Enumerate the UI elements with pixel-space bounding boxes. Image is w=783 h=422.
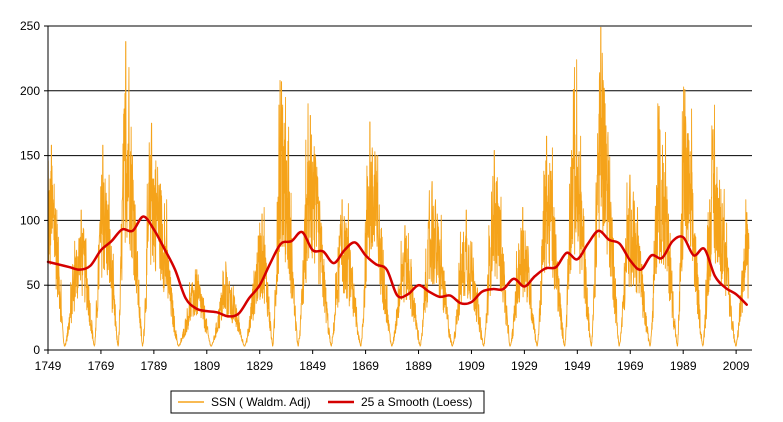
x-tick-labels: 1749 1769 1789 1809 1829 1849 1869 1889 1909 1929… [35,350,750,373]
x-tick-label: 1949 [564,359,591,373]
x-tick-label: 1929 [511,359,538,373]
y-tick-label: 250 [20,19,40,33]
x-tick-label: 1989 [670,359,697,373]
y-tick-label: 0 [33,343,40,357]
ssn-line [47,26,750,347]
legend-label-ssn: SSN ( Waldm. Adj) [211,395,311,409]
x-tick-label: 1889 [405,359,432,373]
x-tick-label: 1909 [458,359,485,373]
y-tick-label: 50 [27,278,41,292]
y-tick-label: 150 [20,149,40,163]
x-tick-label: 1969 [617,359,644,373]
x-tick-label: 2009 [723,359,750,373]
y-tick-label: 200 [20,84,40,98]
x-tick-label: 1769 [88,359,115,373]
x-tick-label: 1829 [246,359,273,373]
axes [47,26,752,351]
x-tick-label: 1809 [193,359,220,373]
ssn-series [47,26,750,347]
legend-box [170,390,485,414]
x-tick-label: 1849 [299,359,326,373]
y-tick-label: 100 [20,213,40,227]
legend-label-smooth: 25 a Smooth (Loess) [361,395,472,409]
legend: SSN ( Waldm. Adj) 25 a Smooth (Loess) [170,390,485,414]
x-tick-label: 1789 [141,359,168,373]
y-tick-labels: 0 50 100 150 200 250 [20,19,48,357]
smooth-series [46,215,748,318]
x-tick-label: 1749 [35,359,62,373]
grid-lines [48,25,752,286]
smooth-line [46,215,748,318]
x-tick-label: 1869 [352,359,379,373]
